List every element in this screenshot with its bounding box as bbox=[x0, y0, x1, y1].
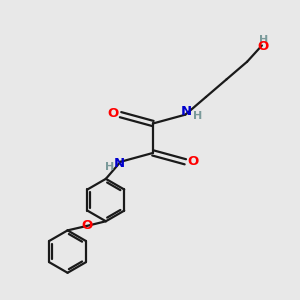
Text: O: O bbox=[108, 107, 119, 120]
Text: O: O bbox=[258, 40, 269, 53]
Text: O: O bbox=[81, 220, 92, 232]
Text: H: H bbox=[259, 35, 268, 45]
Text: N: N bbox=[181, 105, 192, 118]
Text: N: N bbox=[113, 157, 124, 170]
Text: H: H bbox=[105, 162, 114, 172]
Text: O: O bbox=[187, 155, 198, 168]
Text: H: H bbox=[193, 111, 202, 121]
